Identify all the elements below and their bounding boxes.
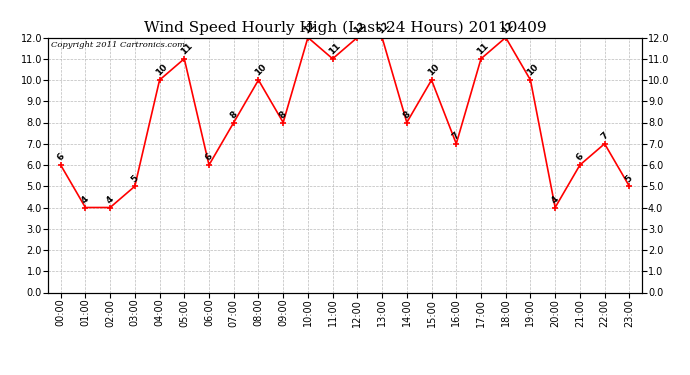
- Text: 5: 5: [129, 173, 140, 184]
- Text: 8: 8: [228, 110, 239, 120]
- Text: 12: 12: [500, 20, 515, 35]
- Text: 10: 10: [525, 63, 540, 78]
- Text: 10: 10: [154, 63, 169, 78]
- Text: 7: 7: [451, 131, 462, 142]
- Text: 12: 12: [302, 20, 317, 35]
- Text: 6: 6: [55, 152, 66, 163]
- Text: 11: 11: [179, 41, 194, 57]
- Text: 12: 12: [377, 20, 392, 35]
- Text: 7: 7: [599, 131, 610, 142]
- Text: 11: 11: [327, 41, 342, 57]
- Text: 4: 4: [550, 195, 560, 206]
- Text: 4: 4: [80, 195, 90, 206]
- Text: 4: 4: [105, 195, 115, 206]
- Text: 5: 5: [624, 173, 635, 184]
- Text: 10: 10: [253, 63, 268, 78]
- Text: 12: 12: [352, 20, 367, 35]
- Text: Copyright 2011 Cartronics.com: Copyright 2011 Cartronics.com: [51, 41, 186, 50]
- Text: 8: 8: [402, 110, 412, 120]
- Text: 8: 8: [277, 110, 288, 120]
- Text: 6: 6: [204, 152, 214, 163]
- Text: 11: 11: [475, 41, 491, 57]
- Text: 10: 10: [426, 63, 441, 78]
- Text: 6: 6: [574, 152, 585, 163]
- Title: Wind Speed Hourly High (Last 24 Hours) 20110409: Wind Speed Hourly High (Last 24 Hours) 2…: [144, 21, 546, 35]
